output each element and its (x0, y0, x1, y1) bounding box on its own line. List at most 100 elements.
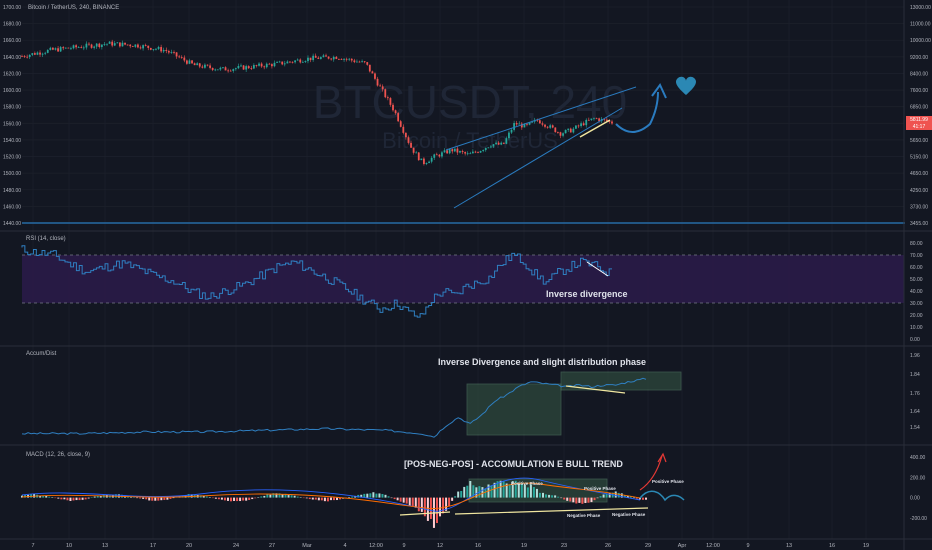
candle-body (283, 63, 286, 65)
rsi-annotation: Inverse divergence (546, 289, 628, 299)
candle-body (471, 151, 474, 154)
candle-body (474, 151, 477, 153)
watermark-name: Bitcoin / TetherUS (382, 128, 558, 153)
accum-dist-tick-label: 1.64 (910, 409, 920, 415)
macd-histogram-bar (42, 495, 45, 498)
candle-body (562, 133, 564, 136)
candle-body (363, 61, 366, 63)
accum-dist-tick-label: 1.76 (910, 391, 920, 397)
macd-histogram-bar (542, 492, 545, 498)
macd-histogram-bar (502, 481, 505, 498)
macd-histogram-bar (160, 497, 163, 501)
macd-histogram-bar (620, 493, 623, 498)
price-pane[interactable]: BTCUSDT, 240 Bitcoin / TetherUS Bitcoin … (3, 5, 932, 227)
macd-histogram-bar (535, 488, 538, 498)
candle-body (100, 44, 103, 48)
candle-body (36, 52, 39, 55)
macd-histogram-bar (587, 497, 590, 503)
candle-body (185, 60, 188, 64)
macd-histogram-bar (63, 497, 66, 500)
macd-pane[interactable]: MACD (12, 26, close, 9) [POS-NEG-POS] - … (21, 452, 927, 528)
macd-histogram-bar (351, 496, 354, 498)
time-tick-label: 19 (863, 543, 869, 549)
macd-histogram-bar (348, 496, 351, 498)
time-tick-label: 29 (645, 543, 651, 549)
candle-body (39, 52, 41, 55)
candle-body (394, 110, 397, 114)
last-price-badge (906, 116, 932, 130)
macd-histogram-bar (269, 494, 272, 498)
macd-histogram-bar (472, 485, 475, 498)
macd-histogram-bar (266, 494, 269, 498)
candle-body (175, 52, 178, 57)
macd-histogram-bar (145, 497, 148, 500)
macd-histogram-bar (393, 497, 396, 500)
candle-body (291, 61, 294, 63)
macd-histogram-bar (30, 494, 33, 498)
macd-histogram-bar (66, 497, 69, 501)
price-left-tick-label: 1580.00 (3, 105, 21, 111)
candle-body (469, 153, 472, 155)
macd-histogram-bar (526, 487, 529, 498)
candle-body (237, 65, 240, 69)
candle-body (26, 56, 29, 58)
candle-body (28, 54, 31, 58)
macd-histogram-bar (320, 497, 323, 501)
macd-histogram-bar (242, 497, 245, 501)
macd-histogram-bar (75, 497, 78, 501)
macd-histogram-bar (296, 496, 299, 498)
macd-red-arrow (639, 455, 663, 491)
macd-histogram-bar (632, 497, 635, 499)
candle-body (459, 151, 461, 153)
candle-body (353, 60, 356, 63)
candle-body (497, 142, 500, 145)
macd-histogram-bar (593, 497, 596, 501)
macd-histogram-bar (484, 488, 487, 498)
macd-histogram-bar (69, 497, 72, 501)
candle-body (502, 142, 505, 144)
macd-histogram-bar (596, 497, 599, 499)
price-right-tick-label: 8400.00 (910, 71, 928, 77)
accum-dist-pane-title: Accum/Dist (26, 351, 57, 357)
accum-dist-tick-label: 1.84 (910, 372, 920, 378)
candle-body (49, 47, 52, 50)
macd-histogram-bar (220, 497, 223, 500)
candle-body (515, 123, 518, 125)
price-right-tick-label: 3455.00 (910, 221, 928, 227)
time-tick-label: 24 (233, 543, 239, 549)
time-tick-label: 23 (561, 543, 567, 549)
candle-body (389, 98, 392, 105)
candle-body (21, 56, 23, 57)
candle-body (173, 52, 175, 53)
candle-body (93, 46, 96, 48)
macd-histogram-bar (511, 481, 514, 498)
candle-body (575, 125, 577, 129)
macd-histogram-bar (57, 497, 60, 499)
candle-body (513, 123, 515, 130)
accum-dist-pane[interactable]: Accum/Dist Inverse Divergence and slight… (21, 351, 920, 438)
price-left-tick-label: 1440.00 (3, 221, 21, 227)
macd-histogram-bar (202, 495, 205, 498)
macd-red-arrow-head (657, 452, 667, 463)
candle-body (587, 119, 590, 121)
price-right-tick-label: 4650.00 (910, 171, 928, 177)
candle-body (188, 60, 191, 64)
macd-histogram-bar (390, 497, 393, 499)
macd-histogram-bar (575, 497, 578, 504)
rsi-pane[interactable]: RSI (14, close) Inverse divergence 80.00… (21, 236, 923, 343)
candle-body (258, 63, 260, 66)
candle-body (337, 58, 340, 60)
macd-histogram-bar (305, 497, 308, 499)
macd-histogram-bar (24, 494, 27, 498)
candle-body (490, 146, 492, 148)
candle-body (67, 47, 70, 49)
macd-histogram-bar (408, 497, 411, 506)
candle-body (222, 67, 224, 69)
price-right-tick-label: 3730.00 (910, 204, 928, 210)
candle-body (412, 147, 415, 153)
price-left-tick-label: 1600.00 (3, 88, 21, 94)
candle-body (281, 61, 284, 65)
candle-body (580, 123, 582, 127)
macd-histogram-bar (284, 493, 287, 498)
